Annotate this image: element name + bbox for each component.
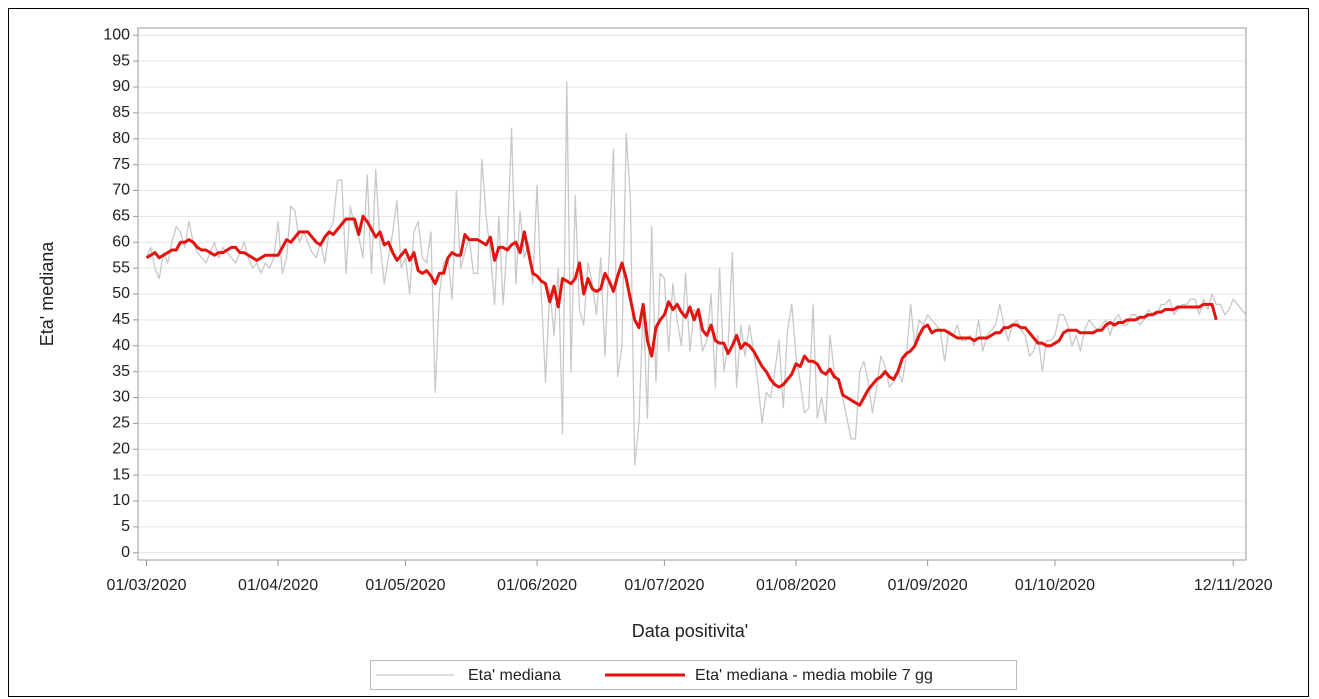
x-tick-label: 01/07/2020: [624, 577, 704, 594]
y-tick-label: 55: [112, 259, 130, 276]
x-tick-label: 01/08/2020: [756, 577, 836, 594]
x-tick-label: 01/04/2020: [238, 577, 318, 594]
grid-group: [138, 34, 1246, 554]
y-tick-label: 50: [112, 285, 130, 302]
lines-group: [145, 81, 1247, 466]
y-tick-label: 45: [112, 311, 130, 328]
y-axis-label: Eta' mediana: [37, 241, 57, 346]
y-tick-label: 75: [112, 156, 130, 173]
legend-box: [370, 660, 1017, 690]
y-tick-label: 25: [112, 415, 130, 432]
y-tick-label: 100: [103, 26, 130, 43]
y-tick-label: 90: [112, 78, 130, 95]
y-tick-label: 65: [112, 208, 130, 225]
y-tick-label: 80: [112, 130, 130, 147]
y-tick-label: 30: [112, 389, 130, 406]
legend-label: Eta' mediana: [468, 667, 561, 684]
y-tick-label: 60: [112, 233, 130, 250]
y-tick-label: 20: [112, 440, 130, 457]
y-tick-label: 95: [112, 52, 130, 69]
y-tick-label: 0: [121, 544, 130, 561]
y-tick-label: 10: [112, 492, 130, 509]
x-axis-label: Data positivita': [632, 621, 749, 641]
x-tick-label: 01/10/2020: [1015, 577, 1095, 594]
legend: Eta' mediana Eta' mediana - media mobile …: [376, 667, 933, 684]
x-tick-label: 01/05/2020: [365, 577, 445, 594]
y-tick-label: 70: [112, 182, 130, 199]
x-tick-label: 12/11/2020: [1194, 577, 1273, 594]
x-tick-label: 01/06/2020: [497, 577, 577, 594]
outer-frame: [8, 8, 1309, 697]
y-tick-label: 40: [112, 337, 130, 354]
y-tick-label: 15: [112, 466, 130, 483]
x-tick-label: 01/09/2020: [888, 577, 968, 594]
y-tick-label: 35: [112, 363, 130, 380]
y-tick-label: 85: [112, 104, 130, 121]
legend-label: Eta' mediana - media mobile 7 gg: [695, 667, 933, 684]
series-line: [145, 81, 1247, 466]
y-tick-label: 5: [121, 518, 130, 535]
x-tick-label: 01/03/2020: [106, 577, 186, 594]
series-line: [145, 214, 1218, 407]
